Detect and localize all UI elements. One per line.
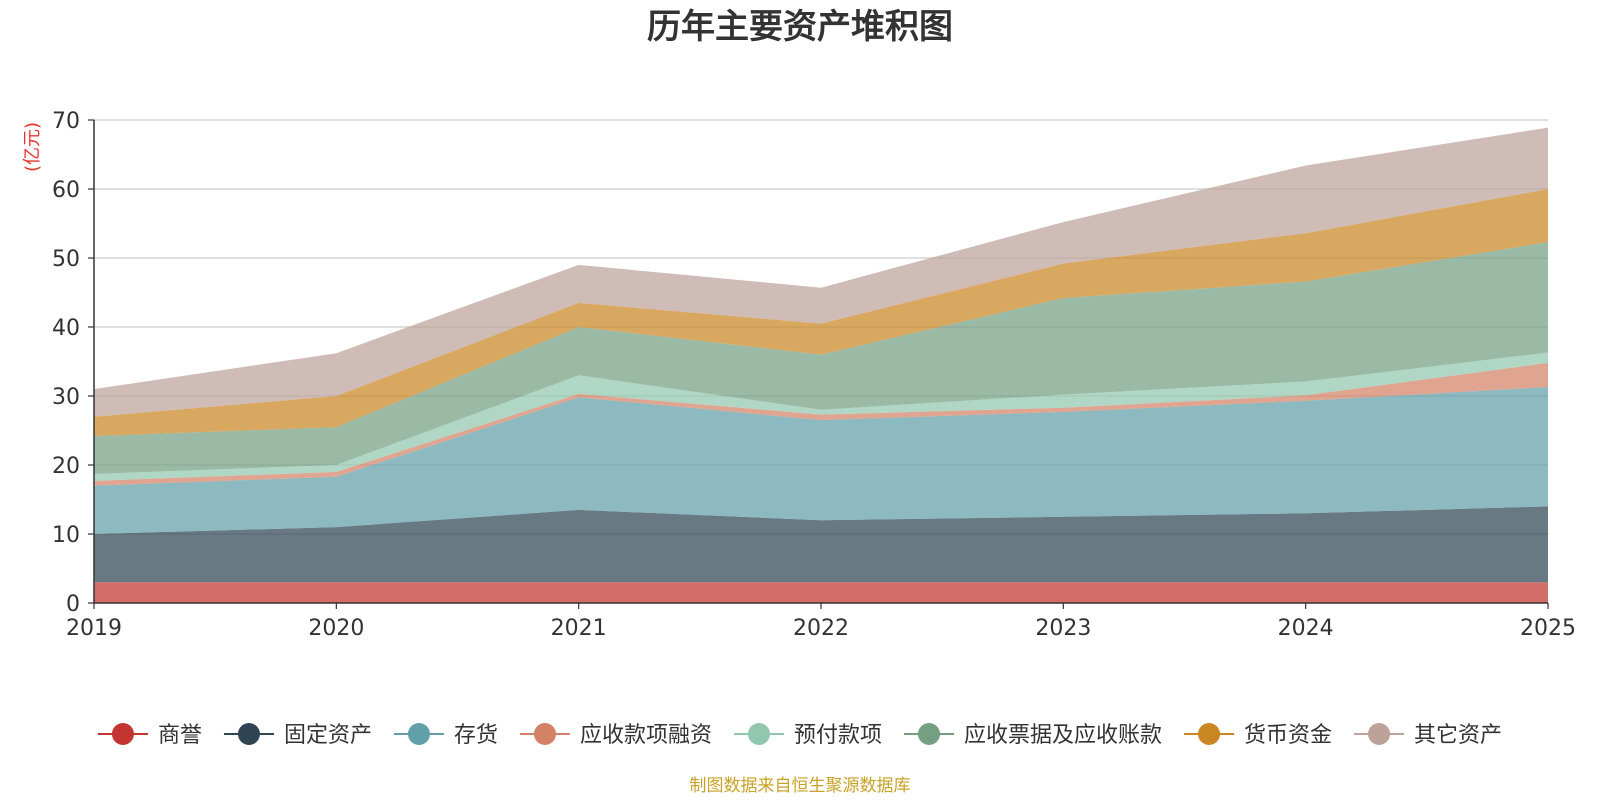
y-tick-label: 0 (66, 592, 80, 617)
legend-item-1[interactable]: 固定资产 (223, 723, 372, 748)
legend-marker (1368, 723, 1391, 745)
legend-label: 货币资金 (1244, 723, 1332, 748)
y-tick-label: 30 (52, 385, 80, 410)
area-series-7 (94, 127, 1548, 417)
legend-label: 应收款项融资 (580, 723, 712, 748)
x-tick-label: 2019 (66, 616, 122, 641)
legend-item-3[interactable]: 应收款项融资 (519, 723, 712, 748)
chart-title: 历年主要资产堆积图 (647, 7, 953, 47)
y-axis-unit-label: (亿元) (22, 122, 43, 172)
legend-item-4[interactable]: 预付款项 (734, 723, 882, 748)
legend-label: 商誉 (158, 723, 202, 748)
x-tick-label: 2021 (551, 616, 607, 641)
legend-item-5[interactable]: 应收票据及应收账款 (904, 723, 1162, 748)
area-series-2 (94, 387, 1548, 534)
y-tick-label: 50 (52, 247, 80, 272)
area-series-group (94, 127, 1548, 603)
x-tick-label: 2022 (793, 616, 849, 641)
x-tick-label: 2025 (1520, 616, 1576, 641)
source-note: 制图数据来自恒生聚源数据库 (690, 776, 911, 796)
y-tick-label: 60 (52, 178, 80, 203)
legend-marker (407, 723, 430, 745)
y-tick-label: 10 (52, 523, 80, 548)
legend-marker (111, 723, 134, 745)
area-series-1 (94, 506, 1548, 583)
legend-item-6[interactable]: 货币资金 (1184, 723, 1332, 748)
x-tick-label: 2020 (308, 616, 364, 641)
y-tick-label: 40 (52, 316, 80, 341)
legend-label: 其它资产 (1414, 723, 1502, 748)
axes: 0 10 20 30 40 50 60 70 2019 2020 2021 2022 2023 2024 2… (52, 109, 1576, 641)
legend-marker (1198, 723, 1221, 745)
area-series-5 (94, 242, 1548, 474)
legend-label: 预付款项 (794, 723, 882, 748)
legend-item-7[interactable]: 其它资产 (1354, 723, 1502, 748)
x-tick-label: 2023 (1035, 616, 1091, 641)
legend-item-0[interactable]: 商誉 (97, 723, 202, 748)
y-tick-label: 20 (52, 454, 80, 479)
y-tick-label: 70 (52, 109, 80, 134)
legend-marker (237, 723, 260, 745)
area-series-0 (94, 582, 1548, 603)
legend: 商誉 固定资产 存货 应收款项融资 预付款项 应收票据及应收账款 货币资金 其它资产 (97, 723, 1502, 748)
legend-label: 应收票据及应收账款 (964, 723, 1162, 748)
legend-marker (748, 723, 770, 745)
legend-marker (918, 723, 941, 745)
legend-label: 存货 (454, 723, 498, 748)
area-series-6 (94, 189, 1548, 436)
legend-label: 固定资产 (284, 723, 372, 748)
x-tick-label: 2024 (1278, 616, 1334, 641)
legend-marker (533, 723, 556, 745)
legend-item-2[interactable]: 存货 (393, 723, 498, 748)
